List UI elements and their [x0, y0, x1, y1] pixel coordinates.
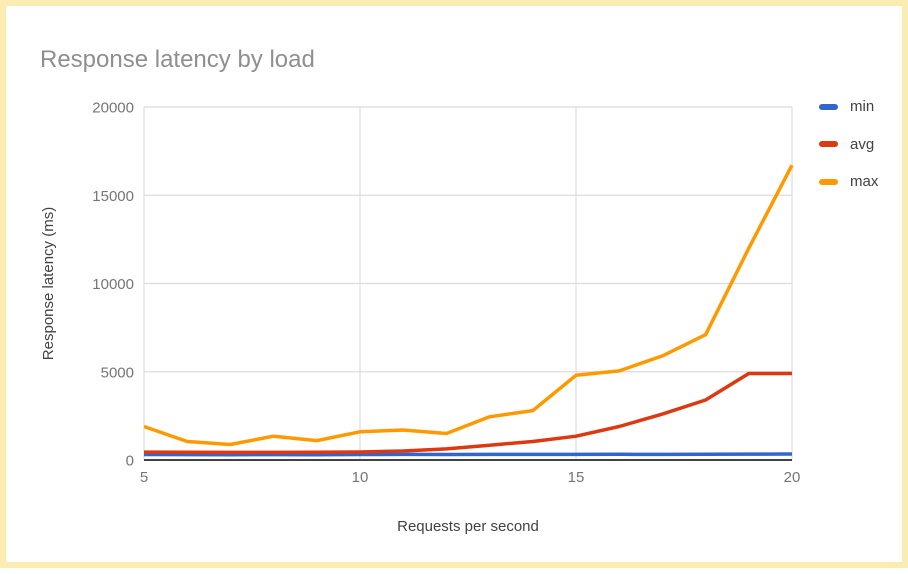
chart-title: Response latency by load — [40, 46, 315, 73]
chart-svg: 0 5000 10000 15000 20000 5 10 15 20 Requests per … — [40, 100, 801, 536]
y-tick-label: 0 — [126, 453, 134, 470]
y-tick-label: 10000 — [92, 276, 134, 293]
legend-item-min: min — [819, 96, 908, 117]
x-tick-label: 5 — [140, 469, 148, 486]
y-axis-title: Response latency (ms) — [40, 207, 57, 360]
min-series-line — [143, 452, 793, 457]
legend-label-max: max — [850, 173, 879, 190]
y-tick-label: 20000 — [92, 100, 134, 117]
y-tick-label: 5000 — [101, 364, 134, 381]
x-tick-label: 20 — [784, 469, 801, 486]
chart-legend: min avg max — [819, 96, 908, 209]
legend-item-avg: avg — [819, 134, 908, 155]
legend-label-min: min — [850, 98, 875, 115]
x-axis-title: Requests per second — [397, 518, 539, 535]
max-series-line — [143, 164, 794, 447]
min-series-swatch-icon — [819, 103, 838, 110]
avg-series-line — [143, 371, 792, 455]
avg-series-swatch-icon — [819, 141, 838, 147]
x-tick-label: 15 — [568, 469, 585, 486]
legend-item-max: max — [819, 171, 908, 192]
x-tick-label: 10 — [352, 469, 369, 486]
legend-label-avg: avg — [850, 135, 875, 153]
max-series-swatch-icon — [819, 178, 838, 185]
y-tick-label: 15000 — [92, 188, 134, 205]
